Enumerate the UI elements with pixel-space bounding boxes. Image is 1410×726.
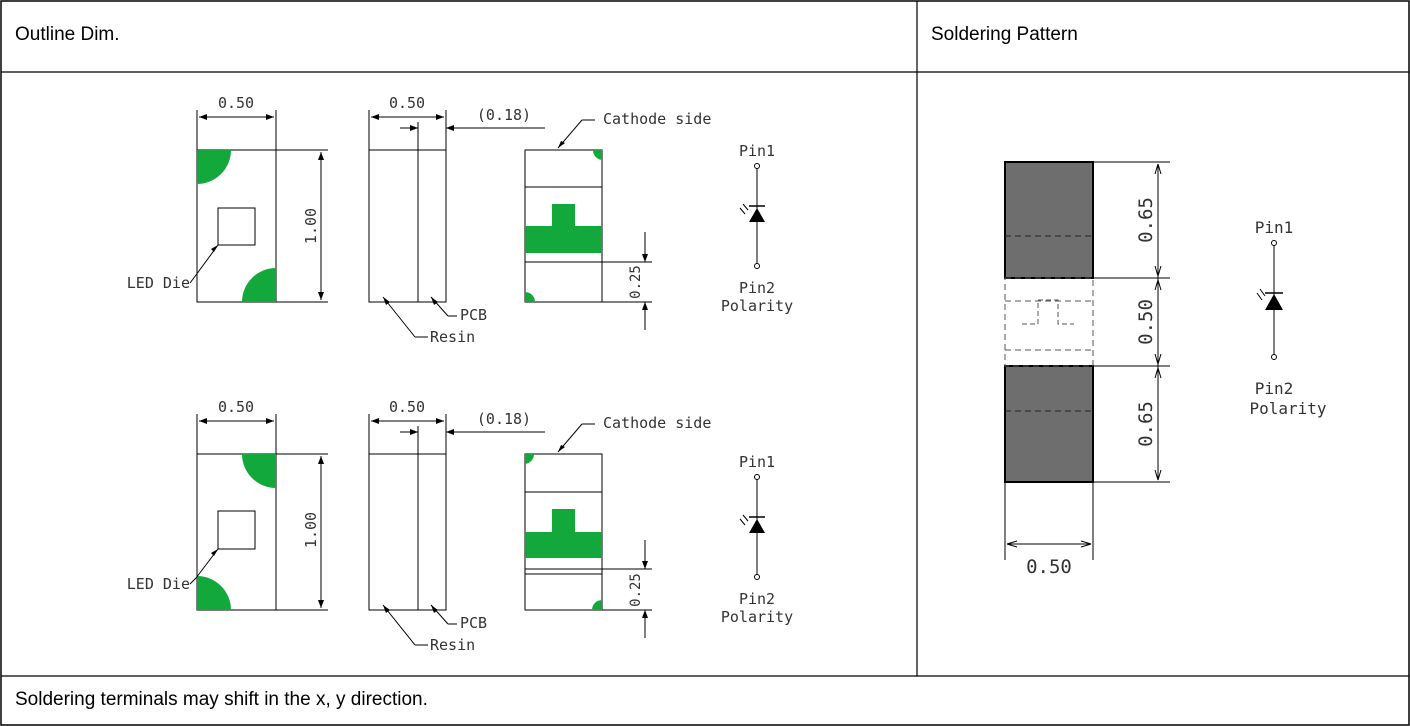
side-view-body (368, 453, 447, 611)
pin2-label: Pin2 (1255, 379, 1294, 398)
outline-bottom-group: 0.50 1.00 LED Die 0.50 (0.18) Resin PCB (127, 398, 793, 654)
front-view-body (196, 149, 277, 303)
side-view-body (368, 149, 447, 303)
outline-header: Outline Dim. (15, 24, 120, 45)
diode-symbol (749, 208, 765, 222)
diode-symbol (1265, 294, 1283, 310)
side-width-dim-label: 0.50 (389, 94, 425, 112)
pattern-width-dim-label: 0.50 (1026, 556, 1072, 578)
polarity-label: Polarity (721, 297, 793, 315)
resin-label: Resin (430, 636, 475, 654)
height-dim-label: 1.00 (302, 512, 320, 548)
offset-dim-label: (0.18) (477, 106, 531, 124)
led-die-square (217, 510, 256, 550)
component-outline (1004, 277, 1094, 367)
corner-marking-tl (197, 150, 231, 184)
pad-top-dim-label: 0.65 (1135, 197, 1157, 243)
corner-marking-bl (197, 576, 231, 610)
soldering-pattern-group: 0.65 0.50 0.65 0.50 Pin1 Pin2 Polarity (1004, 161, 1327, 578)
led-die-label: LED Die (127, 274, 190, 292)
footer-note: Soldering terminals may shift in the x, … (15, 689, 428, 710)
pin2-label: Pin2 (739, 279, 775, 297)
front-view-body (196, 453, 277, 611)
width-dim-label: 0.50 (218, 94, 254, 112)
pcb-label: PCB (460, 306, 487, 324)
corner-marking-tr (242, 454, 276, 488)
polarity-label: Polarity (721, 608, 793, 626)
led-die-square (217, 207, 256, 246)
pin1-label: Pin1 (1255, 218, 1294, 237)
pin1-label: Pin1 (739, 453, 775, 471)
pin1-label: Pin1 (739, 142, 775, 160)
polarity-marking (525, 204, 602, 253)
height-dim-label: 1.00 (302, 208, 320, 244)
width-dim-label: 0.50 (218, 398, 254, 416)
led-die-label: LED Die (127, 575, 190, 593)
cathode-label: Cathode side (603, 414, 711, 432)
pad-bottom-dim-label: 0.65 (1135, 401, 1157, 447)
soldering-header: Soldering Pattern (931, 24, 1078, 45)
polarity-label: Polarity (1249, 399, 1326, 418)
pin2-label: Pin2 (739, 590, 775, 608)
corner-marking-br (242, 268, 276, 302)
mark-dim-label: 0.25 (628, 265, 644, 299)
solder-pad-top (1004, 161, 1094, 279)
diode-symbol (749, 519, 765, 533)
mark-dim-label: 0.25 (628, 573, 644, 607)
cathode-label: Cathode side (603, 110, 711, 128)
polarity-marking (525, 509, 602, 558)
side-width-dim-label: 0.50 (389, 398, 425, 416)
resin-label: Resin (430, 328, 475, 346)
gap-dim-label: 0.50 (1135, 299, 1157, 345)
solder-pad-bottom (1004, 365, 1094, 483)
offset-dim-label: (0.18) (477, 410, 531, 428)
pcb-label: PCB (460, 614, 487, 632)
outline-top-group: 0.50 1.00 LED Die 0.50 (0.18) Resin (127, 94, 793, 346)
